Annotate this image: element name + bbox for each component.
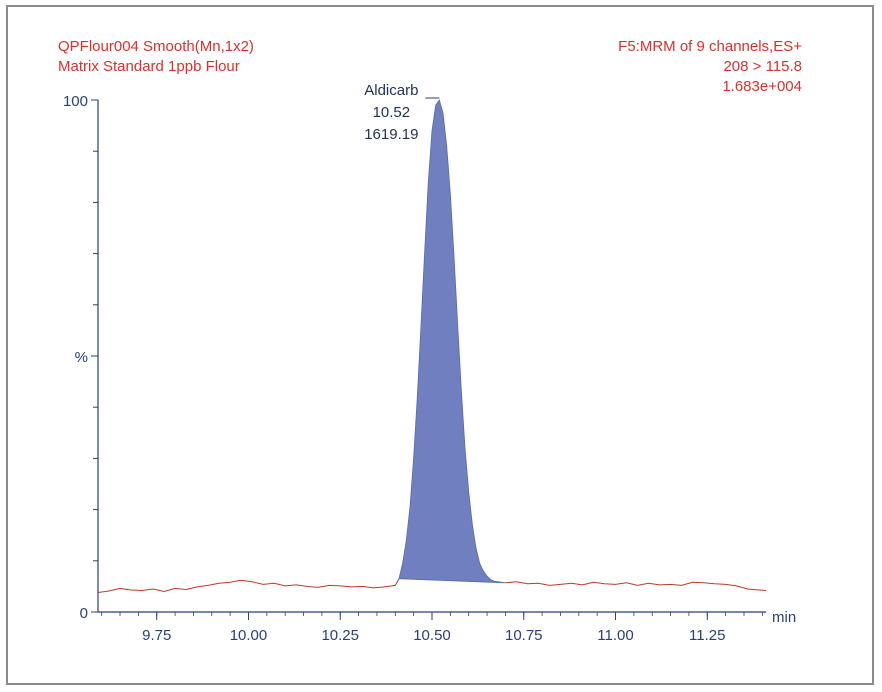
y-tick-label-0: 0 [80, 605, 88, 622]
intensity-scale: 1.683e+004 [722, 78, 802, 95]
peak-retention-time-label: 10.52 [373, 104, 411, 121]
trace-line-left [97, 578, 400, 593]
header-right: F5:MRM of 9 channels,ES+ 208 > 115.8 1.6… [618, 37, 802, 97]
peak-area [398, 99, 506, 584]
mrm-transition: 208 > 115.8 [723, 58, 802, 75]
function-description: F5:MRM of 9 channels,ES+ [618, 38, 802, 55]
x-tick-label: 11.25 [689, 627, 725, 644]
x-tick-label: 10.75 [505, 627, 543, 644]
sample-description: Matrix Standard 1ppb Flour [58, 58, 240, 75]
y-tick-label-100: 100 [63, 93, 88, 110]
sample-name: QPFlour004 Smooth(Mn,1x2) [58, 38, 254, 55]
x-tick-label: 10.50 [413, 627, 451, 644]
trace-line-right [505, 581, 767, 591]
x-tick-label: 10.25 [321, 627, 359, 644]
x-tick-label: 11.00 [597, 627, 633, 644]
peak-area-label: 1619.19 [364, 126, 418, 143]
x-axis-label: min [772, 609, 796, 626]
x-tick-label: 9.75 [142, 627, 171, 644]
x-tick-label: 10.00 [230, 627, 268, 644]
y-axis-label: % [75, 349, 88, 366]
peak-name-label: Aldicarb [364, 82, 418, 99]
header-left: QPFlour004 Smooth(Mn,1x2) Matrix Standar… [58, 37, 254, 77]
